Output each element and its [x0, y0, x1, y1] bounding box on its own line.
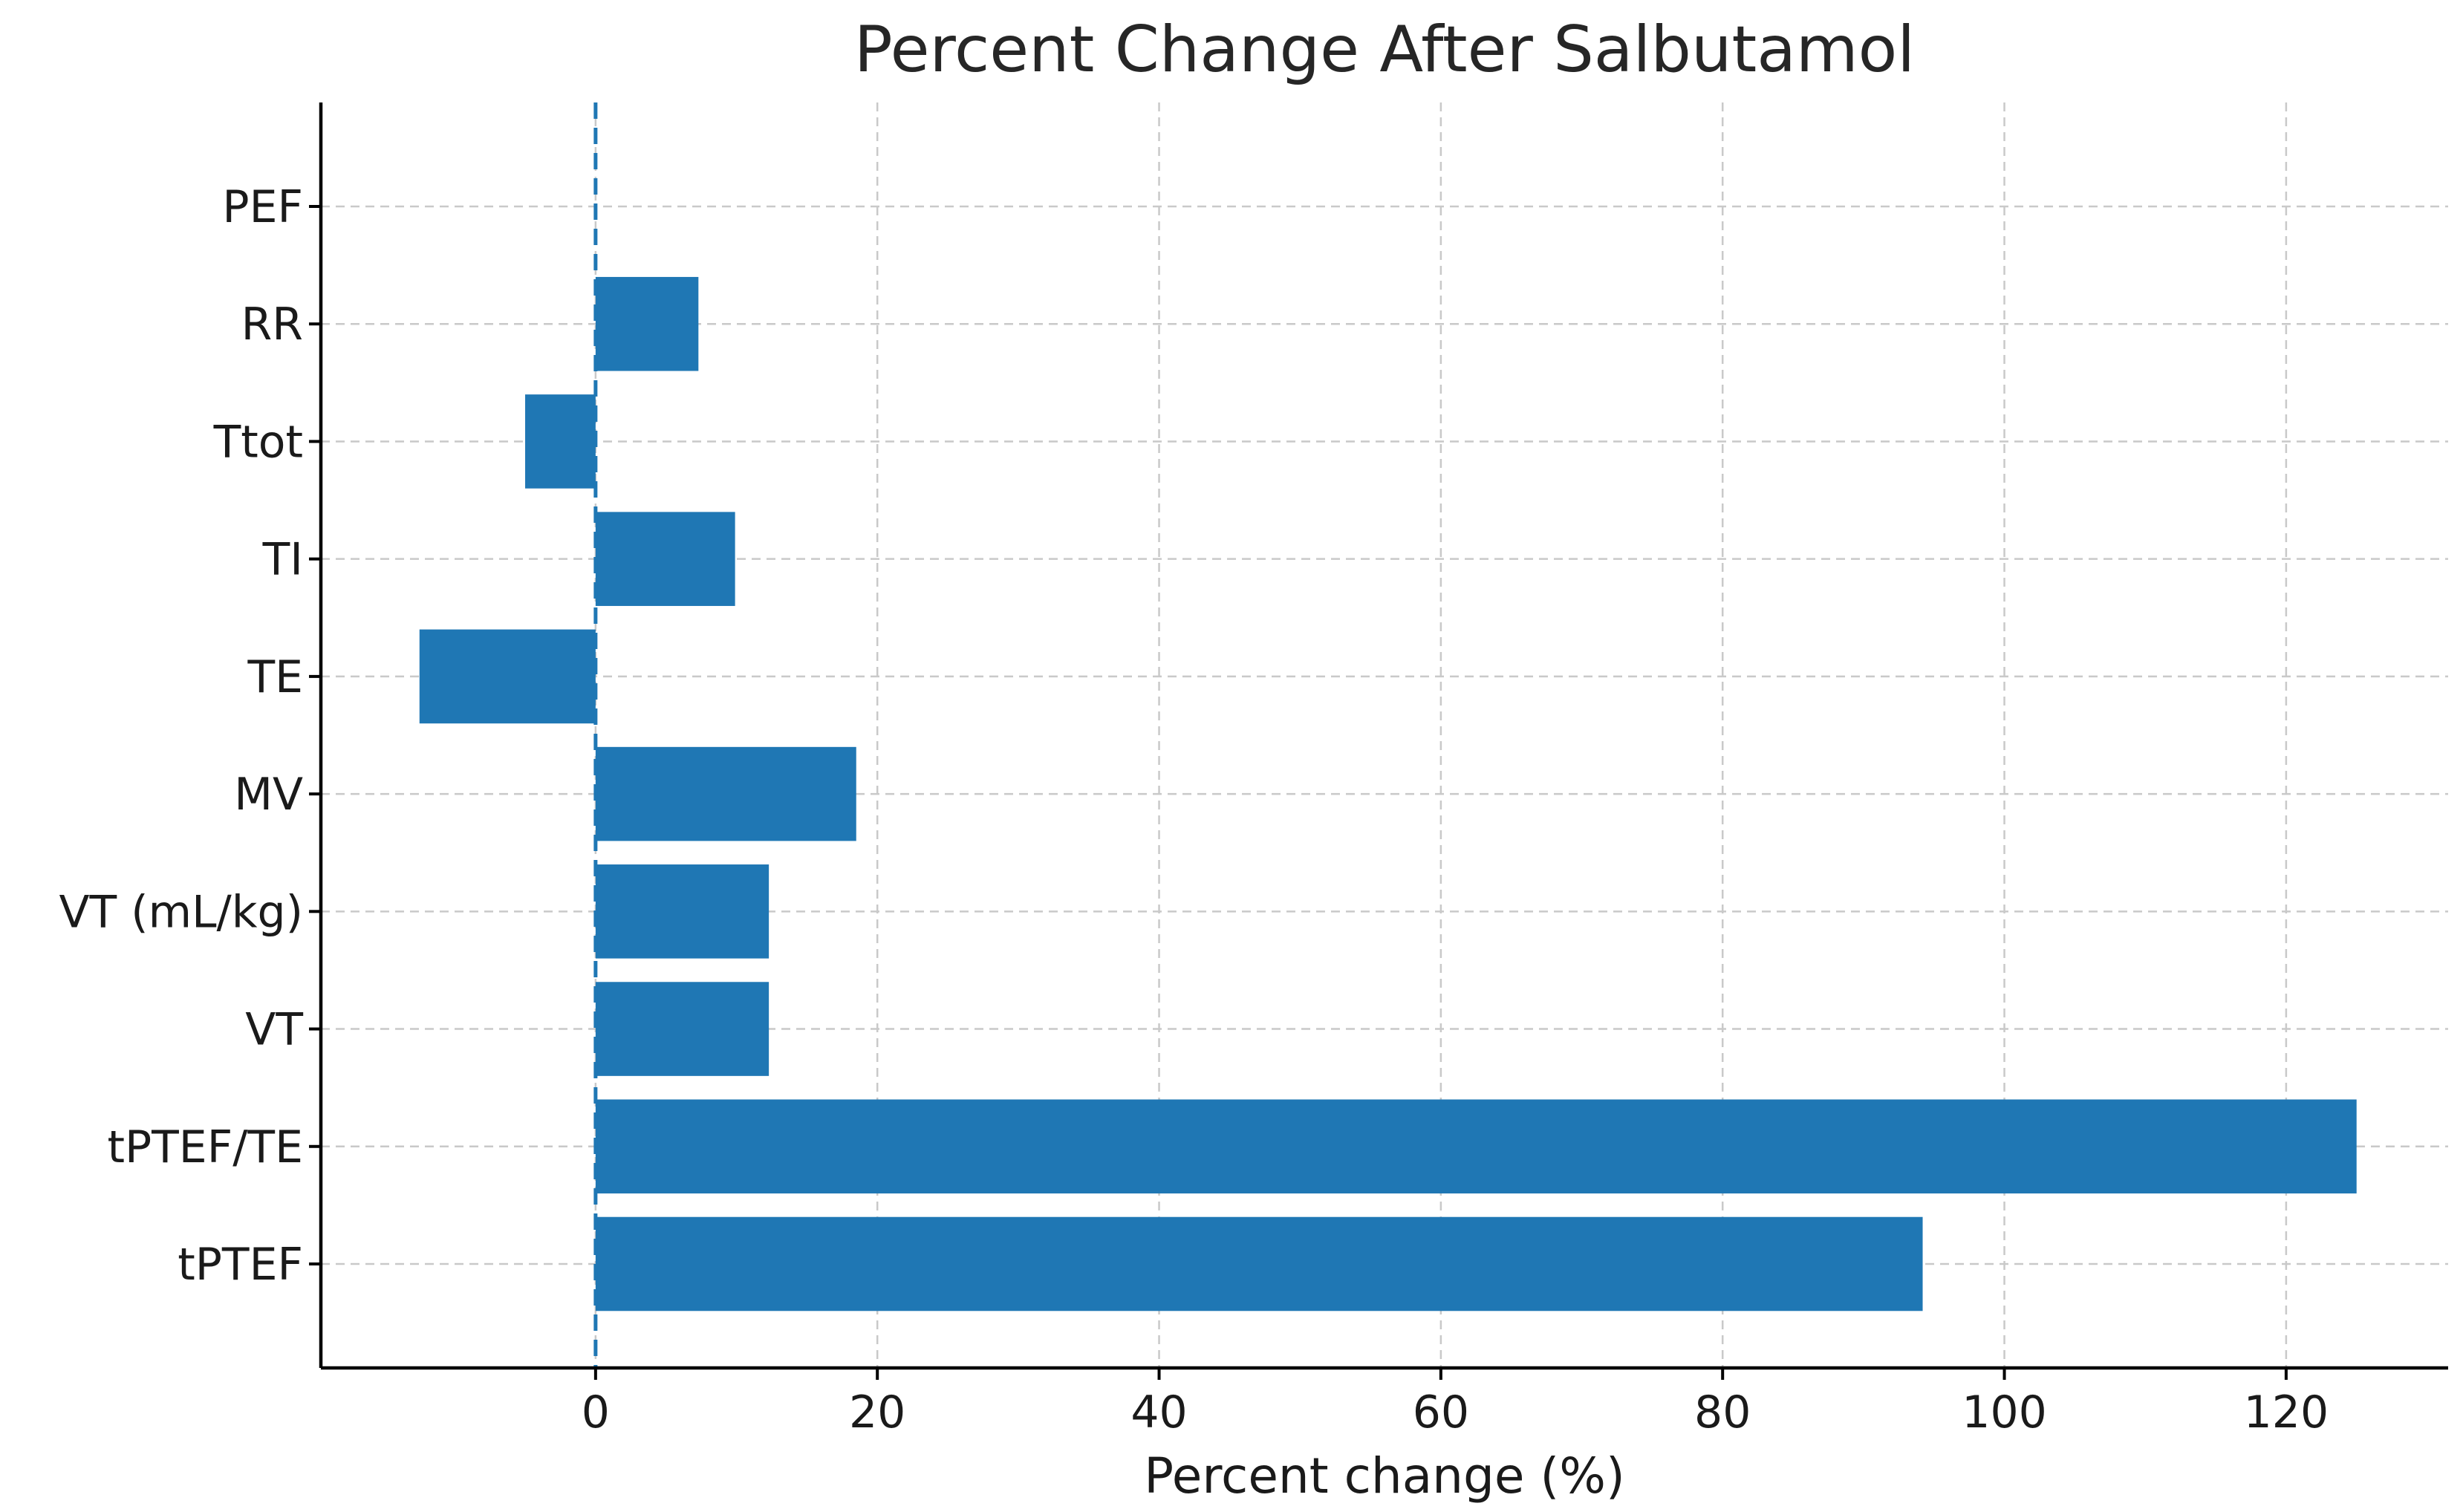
y-tick-label: VT	[245, 1004, 303, 1056]
x-ticks: 0 20 40 60 80 100 120	[582, 1368, 2329, 1438]
grid	[321, 102, 2448, 1368]
x-tick-label: 120	[2244, 1386, 2329, 1438]
y-tick-label: tPTEF	[178, 1239, 303, 1291]
y-tick-label: PEF	[222, 181, 303, 233]
x-tick-label: 100	[1962, 1386, 2047, 1438]
bar-te	[419, 629, 596, 724]
bar-rr	[595, 276, 699, 371]
bar-vt	[595, 982, 770, 1076]
chart-title: Percent Change After Salbutamol	[854, 13, 1915, 87]
bar-tptef	[595, 1216, 1923, 1311]
y-tick-label: MV	[234, 769, 303, 821]
bar-ti	[595, 512, 735, 606]
y-tick-label: tPTEF/TE	[107, 1121, 303, 1173]
axes	[319, 102, 2448, 1370]
y-tick-label: TE	[247, 651, 303, 703]
bar-mv	[595, 746, 856, 841]
y-tick-label: TI	[262, 534, 303, 586]
x-tick-label: 80	[1694, 1386, 1751, 1438]
x-tick-label: 40	[1130, 1386, 1187, 1438]
bar-vt-ml-kg-	[595, 864, 770, 959]
x-tick-label: 60	[1413, 1386, 1469, 1438]
x-axis-label: Percent change (%)	[1144, 1447, 1624, 1505]
bars	[419, 276, 2357, 1311]
y-ticks: tPTEF tPTEF/TE VT VT (mL/kg) MV TE TI Ttot RR PEF	[59, 181, 321, 1291]
x-tick-label: 0	[582, 1386, 610, 1438]
y-tick-label: VT (mL/kg)	[59, 886, 303, 938]
bar-tptef-te	[595, 1099, 2357, 1194]
x-tick-label: 20	[849, 1386, 905, 1438]
y-tick-label: RR	[241, 299, 303, 351]
y-tick-label: Ttot	[213, 416, 303, 468]
bar-ttot	[525, 394, 596, 489]
